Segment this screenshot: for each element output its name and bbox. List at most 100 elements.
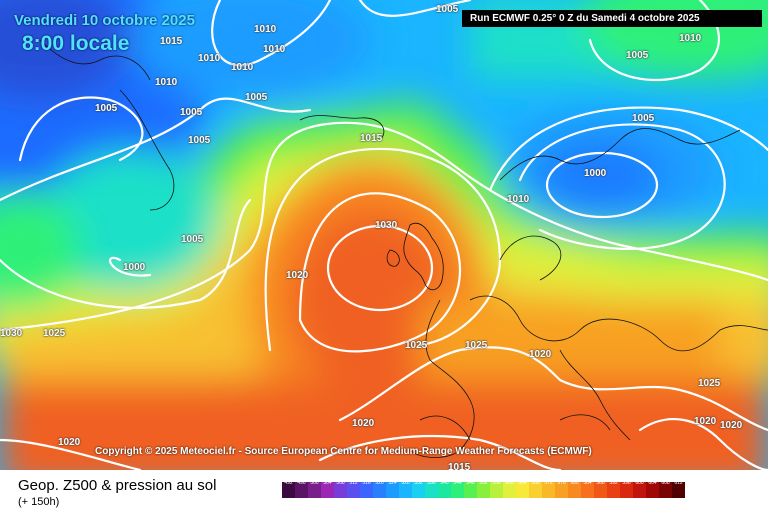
scale-cell: 504 (321, 480, 334, 498)
scale-cell: 516 (360, 480, 373, 498)
isobar-label: 1020 (529, 349, 552, 360)
isobar-label: 1025 (698, 378, 721, 389)
isobar-label: 1000 (584, 168, 607, 179)
scale-label: 528 (401, 480, 410, 486)
scale-label: 496 (297, 480, 306, 486)
map-footer: Geop. Z500 & pression au sol (+ 150h) 49… (0, 470, 768, 512)
isobar-label: 1015 (360, 133, 383, 144)
color-scale-legend: 492 496 500 504 508 512 516 520 524 528 532 536 540 5… (282, 480, 685, 498)
isobar-label: 1020 (720, 420, 743, 431)
isobar-label: 1010 (198, 53, 221, 64)
isobar-label: 1005 (180, 107, 203, 118)
scale-cell: 552 (477, 480, 490, 498)
scale-label: 520 (375, 480, 384, 486)
forecast-date: Vendredi 10 octobre 2025 (14, 12, 195, 29)
geopotential-field (0, 0, 768, 470)
scale-label: 580 (570, 480, 579, 486)
isobar-label: 1025 (43, 328, 66, 339)
scale-cell: 500 (308, 480, 321, 498)
scale-label: 592 (609, 480, 618, 486)
weather-map: 1005 1015 1010 1010 1010 1010 1010 1005 … (0, 0, 768, 470)
scale-cell: 568 (529, 480, 542, 498)
scale-cell: 564 (516, 480, 529, 498)
scale-label: 612 (674, 480, 683, 486)
scale-cell: 584 (581, 480, 594, 498)
scale-cell: 548 (464, 480, 477, 498)
coastlines (39, 39, 768, 458)
scale-cell: 588 (594, 480, 607, 498)
scale-cell: 512 (347, 480, 360, 498)
scale-label: 568 (531, 480, 540, 486)
isobar-label: 1010 (254, 24, 277, 35)
isobar-label: 1015 (160, 36, 183, 47)
scale-cell: 556 (490, 480, 503, 498)
scale-cell: 572 (542, 480, 555, 498)
scale-label: 560 (505, 480, 514, 486)
scale-cell: 592 (607, 480, 620, 498)
scale-cell: 608 (659, 480, 672, 498)
scale-cell: 524 (386, 480, 399, 498)
isobar-label: 1010 (507, 194, 530, 205)
scale-label: 512 (349, 480, 358, 486)
scale-cell: 492 (282, 480, 295, 498)
scale-cell: 596 (620, 480, 633, 498)
isobars (0, 0, 768, 470)
scale-label: 532 (414, 480, 423, 486)
scale-cell: 580 (568, 480, 581, 498)
isobar-label: 1005 (626, 50, 649, 61)
isobar-label: 1005 (188, 135, 211, 146)
scale-label: 588 (596, 480, 605, 486)
isobar-label: 1025 (465, 340, 488, 351)
scale-label: 540 (440, 480, 449, 486)
scale-cell: 540 (438, 480, 451, 498)
scale-cell: 544 (451, 480, 464, 498)
scale-label: 600 (635, 480, 644, 486)
isobar-label: 1020 (58, 437, 81, 448)
isobar-label: 1000 (123, 262, 146, 273)
isobar-label: 1005 (632, 113, 655, 124)
scale-cell: 604 (646, 480, 659, 498)
scale-label: 524 (388, 480, 397, 486)
isobar-label: 1010 (679, 33, 702, 44)
scale-cell: 536 (425, 480, 438, 498)
forecast-step: (+ 150h) (18, 496, 60, 508)
scale-label: 492 (284, 480, 293, 486)
scale-label: 604 (648, 480, 657, 486)
scale-cell: 520 (373, 480, 386, 498)
scale-label: 536 (427, 480, 436, 486)
scale-cell: 528 (399, 480, 412, 498)
isobar-label: 1005 (181, 234, 204, 245)
scale-label: 572 (544, 480, 553, 486)
scale-label: 564 (518, 480, 527, 486)
scale-label: 552 (479, 480, 488, 486)
isobar-label: 1010 (263, 44, 286, 55)
isobar-label: 1005 (245, 92, 268, 103)
isobar-label: 1005 (436, 4, 459, 15)
isobar-label: 1010 (231, 62, 254, 73)
isobar-label: 1030 (0, 328, 23, 339)
parameter-title: Geop. Z500 & pression au sol (18, 477, 217, 494)
isobar-label: 1005 (95, 103, 118, 114)
isobar-label: 1025 (405, 340, 428, 351)
scale-label: 544 (453, 480, 462, 486)
forecast-time: 8:00 locale (22, 32, 130, 55)
isobar-label: 1015 (448, 462, 471, 470)
isobar-label: 1030 (375, 220, 398, 231)
scale-label: 504 (323, 480, 332, 486)
model-run-info: Run ECMWF 0.25° 0 Z du Samedi 4 octobre … (462, 10, 762, 27)
scale-cell: 508 (334, 480, 347, 498)
scale-label: 548 (466, 480, 475, 486)
scale-cell: 612 (672, 480, 685, 498)
scale-label: 516 (362, 480, 371, 486)
scale-cell: 560 (503, 480, 516, 498)
scale-label: 584 (583, 480, 592, 486)
scale-label: 500 (310, 480, 319, 486)
isobar-label: 1020 (352, 418, 375, 429)
scale-label: 576 (557, 480, 566, 486)
scale-cell: 496 (295, 480, 308, 498)
scale-cell: 576 (555, 480, 568, 498)
scale-label: 608 (661, 480, 670, 486)
scale-label: 508 (336, 480, 345, 486)
copyright-notice: Copyright © 2025 Meteociel.fr - Source E… (95, 446, 592, 457)
scale-cell: 600 (633, 480, 646, 498)
